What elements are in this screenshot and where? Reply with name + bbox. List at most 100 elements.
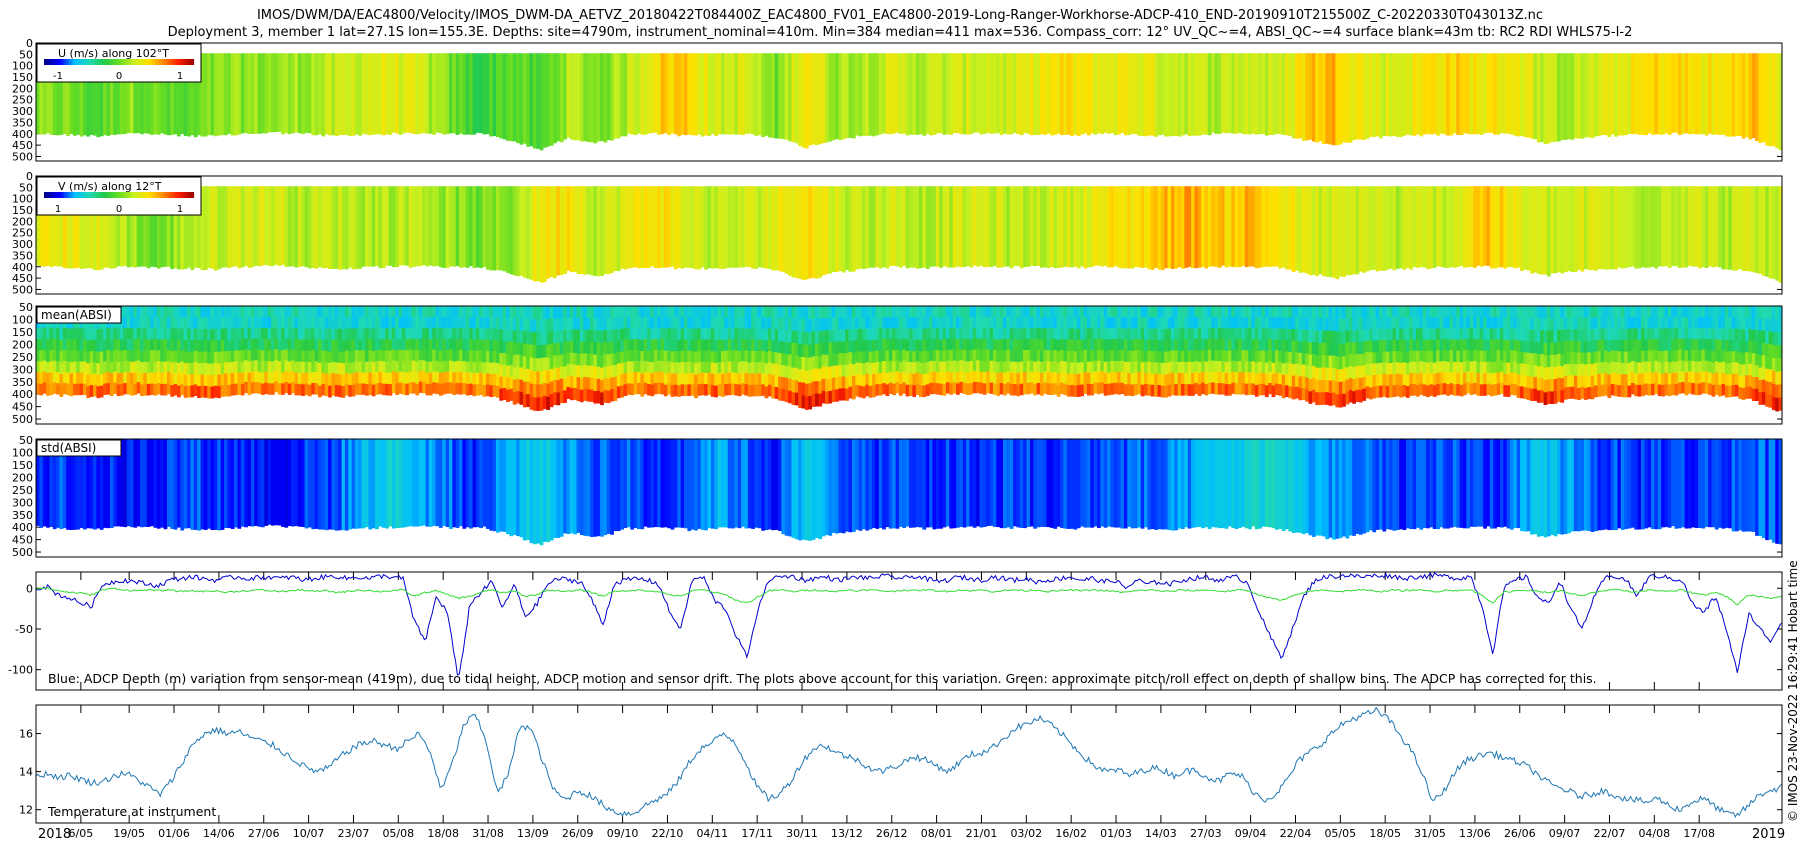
- heatmap-cell: [616, 53, 621, 139]
- heatmap-cell: [861, 363, 866, 376]
- heatmap-cell: [371, 373, 376, 386]
- heatmap-cell: [778, 317, 782, 330]
- heatmap-cell: [506, 329, 510, 343]
- heatmap-cell: [825, 330, 829, 343]
- heatmap-cell: [1486, 350, 1491, 362]
- heatmap-cell: [398, 360, 403, 372]
- heatmap-cell: [1080, 339, 1084, 352]
- heatmap-cell: [1211, 338, 1215, 351]
- heatmap-cell: [1177, 384, 1182, 396]
- heatmap-cell: [130, 328, 134, 340]
- heatmap-cell: [106, 350, 111, 362]
- heatmap-cell: [1197, 328, 1202, 340]
- heatmap-cell: [875, 350, 880, 363]
- heatmap-cell: [1231, 382, 1236, 394]
- heatmap-cell: [1536, 318, 1541, 331]
- heatmap-cell: [1416, 328, 1420, 341]
- heatmap-cell: [334, 384, 339, 397]
- colorbar-swatch: [109, 192, 112, 198]
- heatmap-cell: [737, 384, 742, 397]
- heatmap-cell: [1506, 339, 1511, 352]
- heatmap-cell: [257, 327, 262, 340]
- heatmap-cell: [764, 328, 769, 341]
- heatmap-cell: [472, 384, 477, 397]
- heatmap-cell: [603, 342, 608, 355]
- heatmap-cell: [1459, 317, 1464, 329]
- heatmap-cell: [633, 360, 638, 373]
- heatmap-cell: [180, 372, 185, 385]
- heatmap-cell: [1540, 366, 1545, 379]
- heatmap-cell: [687, 339, 692, 352]
- heatmap-cell: [361, 306, 366, 318]
- heatmap-cell: [1140, 317, 1145, 329]
- heatmap-cell: [1261, 53, 1266, 134]
- heatmap-cell: [294, 328, 299, 340]
- heatmap-cell: [89, 362, 94, 375]
- heatmap-cell: [707, 383, 712, 395]
- heatmap-cell: [76, 53, 81, 135]
- heatmap-cell: [143, 384, 148, 396]
- heatmap-cell: [1409, 306, 1414, 318]
- heatmap-cell: [166, 316, 171, 329]
- heatmap-cell: [274, 306, 279, 318]
- heatmap-cell: [1191, 350, 1195, 363]
- heatmap-cell: [808, 344, 813, 358]
- heatmap-cell: [1083, 306, 1088, 318]
- heatmap-cell: [1050, 317, 1054, 329]
- heatmap-cell: [271, 372, 275, 384]
- heatmap-cell: [966, 53, 970, 135]
- heatmap-cell: [277, 361, 282, 373]
- heatmap-cell: [311, 53, 316, 136]
- heatmap-cell: [479, 186, 483, 269]
- heatmap-cell: [1714, 186, 1719, 267]
- heatmap-cell: [878, 53, 883, 135]
- heatmap-cell: [281, 317, 285, 329]
- heatmap-cell: [506, 53, 510, 141]
- heatmap-cell: [472, 306, 477, 318]
- heatmap-cell: [348, 53, 353, 137]
- heatmap-cell: [566, 53, 571, 138]
- heatmap-cell: [764, 53, 769, 136]
- heatmap-cell: [1546, 354, 1551, 368]
- heatmap-cell: [603, 53, 608, 143]
- heatmap-cell: [281, 361, 285, 373]
- heatmap-cell: [1526, 306, 1531, 319]
- heatmap-cell: [1298, 329, 1303, 342]
- heatmap-cell: [1164, 328, 1168, 341]
- heatmap-cell: [1751, 186, 1756, 273]
- heatmap-cell: [626, 186, 631, 269]
- heatmap-cell: [1083, 338, 1088, 351]
- heatmap-cell: [1174, 350, 1179, 363]
- heatmap-cell: [83, 328, 87, 340]
- heatmap-cell: [418, 186, 423, 267]
- heatmap-cell: [1449, 317, 1454, 329]
- heatmap-cell: [499, 186, 504, 271]
- heatmap-cell: [1563, 306, 1568, 319]
- heatmap-cell: [207, 363, 211, 376]
- heatmap-cell: [828, 186, 833, 274]
- heatmap-cell: [1295, 340, 1299, 353]
- heatmap-cell: [247, 361, 252, 373]
- heatmap-cell: [905, 306, 910, 318]
- heatmap-cell: [657, 360, 661, 372]
- heatmap-cell: [1053, 383, 1058, 395]
- heatmap-cell: [858, 306, 863, 318]
- heatmap-cell: [153, 372, 158, 385]
- heatmap-cell: [616, 306, 621, 318]
- heatmap-cell: [1117, 317, 1121, 329]
- heatmap-cell: [1426, 351, 1430, 364]
- heatmap-cell: [1520, 340, 1524, 353]
- heatmap-cell: [69, 350, 74, 363]
- heatmap-cell: [583, 329, 588, 342]
- heatmap-cell: [119, 53, 124, 135]
- heatmap-cell: [234, 361, 238, 373]
- heatmap-cell: [210, 386, 215, 399]
- heatmap-cell: [814, 53, 819, 146]
- heatmap-cell: [375, 53, 379, 135]
- heatmap-cell: [193, 350, 198, 363]
- heatmap-cell: [368, 383, 373, 396]
- heatmap-cell: [1123, 373, 1128, 385]
- heatmap-cell: [868, 317, 873, 330]
- heatmap-cell: [1278, 373, 1283, 385]
- heatmap-cell: [784, 329, 789, 343]
